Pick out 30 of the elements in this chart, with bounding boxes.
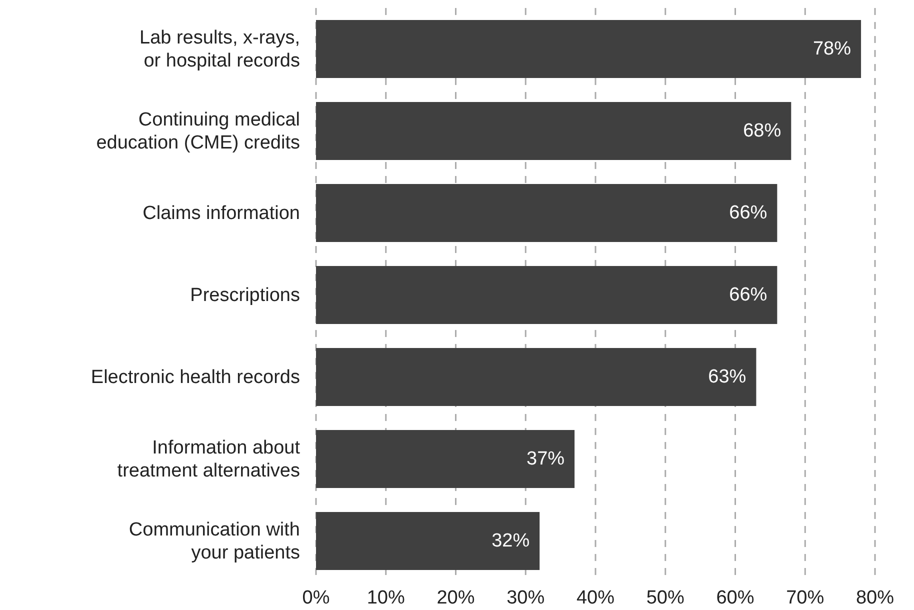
y-tick-label: Electronic health records xyxy=(90,366,300,388)
y-tick-label: Communication with your patients xyxy=(128,519,300,563)
data-label: 32% xyxy=(492,530,530,552)
x-tick-label: 50% xyxy=(646,587,684,608)
bar xyxy=(316,184,778,242)
x-tick-label: 30% xyxy=(506,587,545,608)
bar xyxy=(316,266,778,324)
y-tick-label: Prescriptions xyxy=(190,284,300,306)
y-tick-label: Information about treatment alternatives xyxy=(117,437,301,481)
bar xyxy=(316,430,575,488)
bar xyxy=(316,512,540,570)
x-tick-label: 40% xyxy=(576,587,615,608)
x-tick-label: 60% xyxy=(716,587,754,608)
data-label: 37% xyxy=(526,448,565,470)
x-tick-label: 10% xyxy=(366,587,405,608)
data-label: 66% xyxy=(729,202,768,224)
x-tick-label: 70% xyxy=(786,587,824,608)
data-label: 68% xyxy=(743,120,782,142)
data-label: 66% xyxy=(729,284,768,306)
y-tick-label: Continuing medical education (CME) credits xyxy=(96,109,300,153)
bar xyxy=(316,102,792,160)
y-tick-label: Claims information xyxy=(142,202,300,224)
data-label: 63% xyxy=(708,366,746,388)
data-label: 78% xyxy=(812,38,852,60)
x-tick-label: 80% xyxy=(856,587,894,608)
x-tick-label: 20% xyxy=(436,587,475,608)
bar xyxy=(316,348,756,406)
bar xyxy=(316,20,862,78)
y-tick-label: Lab results, x-rays, or hospital records xyxy=(140,27,300,71)
x-tick-label: 0% xyxy=(302,587,330,608)
